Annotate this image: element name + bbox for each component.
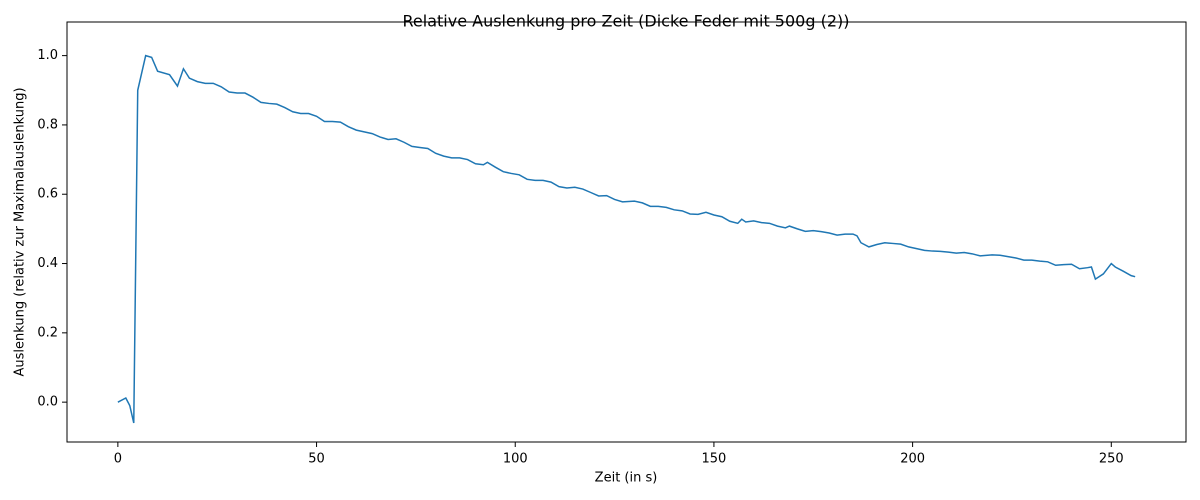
chart-title: Relative Auslenkung pro Zeit (Dicke Fede… xyxy=(403,12,850,31)
y-tick-label: 0.0 xyxy=(37,395,58,410)
y-tick-label: 0.8 xyxy=(37,117,58,132)
y-tick-label: 0.2 xyxy=(37,325,58,340)
data-line xyxy=(117,54,1136,424)
x-tick-label: 100 xyxy=(503,452,528,467)
x-tick-label: 150 xyxy=(702,452,727,467)
y-tick-label: 1.0 xyxy=(37,48,58,63)
x-axis-label: Zeit (in s) xyxy=(595,471,658,486)
x-tick-label: 0 xyxy=(114,452,122,467)
x-tick-label: 50 xyxy=(308,452,325,467)
x-tick-label: 200 xyxy=(900,452,925,467)
y-tick-label: 0.6 xyxy=(37,187,58,202)
y-axis-label: Auslenkung (relativ zur Maximalauslenkun… xyxy=(13,87,28,376)
x-tick-label: 250 xyxy=(1099,452,1124,467)
y-tick-label: 0.4 xyxy=(37,256,58,271)
axes-frame xyxy=(66,21,1187,443)
